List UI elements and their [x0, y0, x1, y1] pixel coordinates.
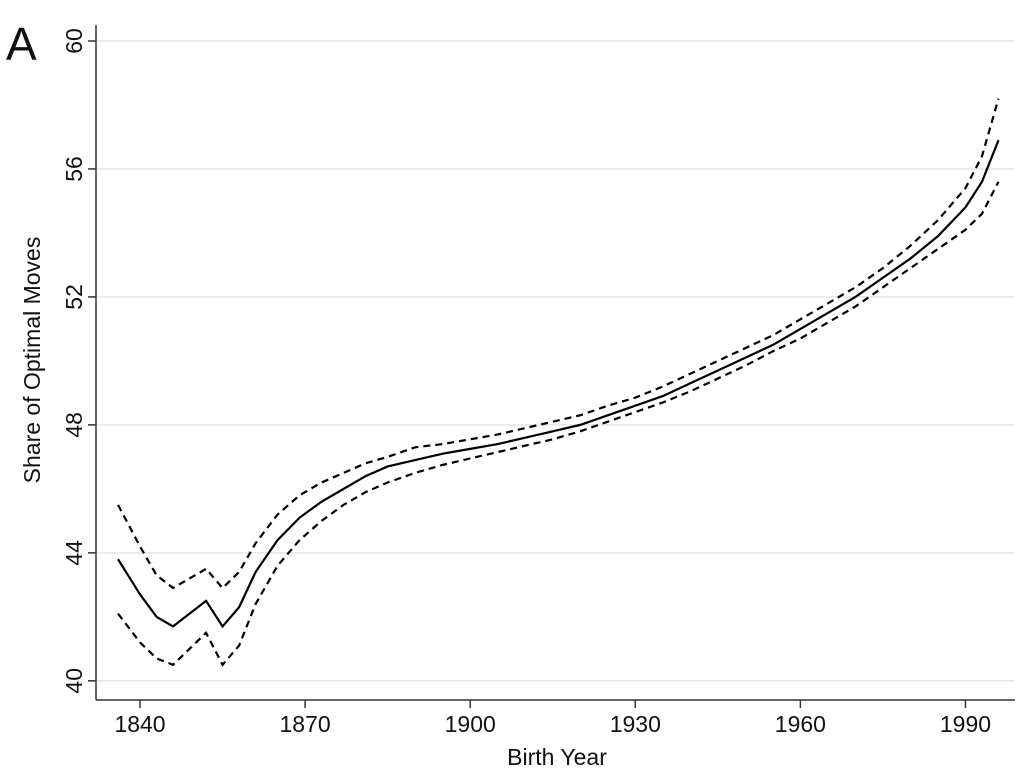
series-line [117, 139, 1000, 629]
y-axis-label: Share of Optimal Moves [19, 237, 45, 484]
x-axis-label: Birth Year [507, 744, 607, 770]
y-tick-label: 44 [61, 540, 87, 566]
x-tick-label: 1930 [610, 711, 661, 737]
x-tick-label: 1990 [940, 711, 991, 737]
y-tick-label: 48 [61, 412, 87, 438]
x-tick-label: 1840 [114, 711, 165, 737]
y-tick-label: 56 [61, 156, 87, 182]
series-line [117, 98, 1000, 590]
series-line [117, 181, 1000, 667]
y-tick-label: 60 [61, 28, 87, 54]
x-tick-label: 1900 [445, 711, 496, 737]
panel-label: A [6, 18, 37, 70]
y-tick-label: 52 [61, 284, 87, 310]
y-tick-label: 40 [61, 668, 87, 694]
x-tick-label: 1960 [775, 711, 826, 737]
x-tick-label: 1870 [280, 711, 331, 737]
